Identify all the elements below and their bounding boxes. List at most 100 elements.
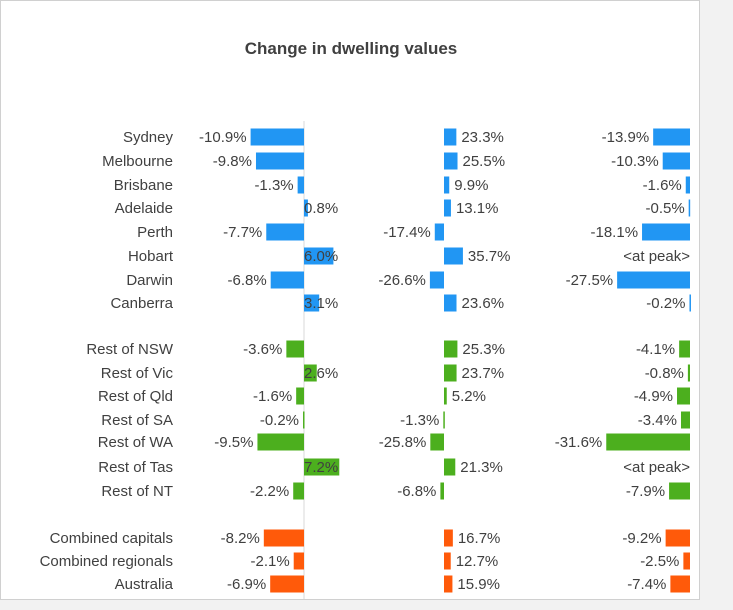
data-label: 2.6% (304, 365, 338, 382)
data-label: 5.2% (452, 388, 486, 405)
data-label: -2.1% (251, 553, 290, 570)
category-label: Canberra (110, 295, 173, 312)
category-label: Rest of NT (101, 483, 173, 500)
bar (293, 482, 304, 500)
category-label: Adelaide (115, 200, 173, 217)
data-label: -10.3% (611, 153, 659, 170)
category-label: Brisbane (114, 177, 173, 194)
bar (677, 387, 690, 405)
data-label: -1.6% (643, 177, 682, 194)
data-label: 25.3% (462, 341, 505, 358)
data-label: -10.9% (199, 129, 247, 146)
bar (665, 529, 690, 547)
data-label: -0.8% (645, 365, 684, 382)
bar (444, 340, 458, 358)
bar (304, 294, 320, 312)
bar (444, 529, 453, 547)
bar (679, 340, 690, 358)
bar (444, 294, 457, 312)
data-label: -2.2% (250, 483, 289, 500)
data-label: -9.2% (622, 530, 661, 547)
data-label: -3.4% (638, 412, 677, 429)
bar (688, 199, 691, 217)
bar (304, 199, 308, 217)
category-label: Perth (137, 224, 173, 241)
data-label: <at peak> (623, 459, 690, 476)
bar (434, 223, 444, 241)
category-label: Darwin (126, 272, 173, 289)
data-label: 13.1% (456, 200, 499, 217)
bar (653, 128, 690, 146)
category-label: Rest of Tas (98, 459, 173, 476)
bar (270, 271, 304, 289)
bar (617, 271, 690, 289)
data-label: -1.3% (400, 412, 439, 429)
bar (669, 482, 690, 500)
category-label: Rest of Vic (101, 365, 174, 382)
data-label: -13.9% (602, 129, 650, 146)
data-label: -6.8% (397, 483, 436, 500)
data-label: -1.6% (253, 388, 292, 405)
bar (444, 176, 450, 194)
data-label: 21.3% (460, 459, 503, 476)
bar (642, 223, 690, 241)
chart-svg: Sydney -10.9% 23.3% -13.9% Melbourne -9.8% 25.… (40, 121, 691, 599)
category-label: Hobart (128, 248, 174, 265)
category-label: Melbourne (102, 153, 173, 170)
data-label: 15.9% (457, 576, 500, 593)
data-label: -8.2% (221, 530, 260, 547)
data-label: 35.7% (468, 248, 511, 265)
data-label: -9.5% (214, 434, 253, 451)
data-label: -0.5% (645, 200, 684, 217)
data-label: -26.6% (378, 272, 426, 289)
data-label: -18.1% (591, 224, 639, 241)
bar (266, 223, 304, 241)
category-label: Rest of WA (98, 434, 173, 451)
data-label: -7.9% (626, 483, 665, 500)
data-label: -4.9% (634, 388, 673, 405)
category-label: Australia (115, 576, 174, 593)
category-label: Rest of NSW (86, 341, 174, 358)
data-label: 3.1% (304, 295, 338, 312)
bar (250, 128, 304, 146)
data-label: -6.8% (227, 272, 266, 289)
bar (263, 529, 304, 547)
data-label: -3.6% (243, 341, 282, 358)
data-label: 16.7% (458, 530, 501, 547)
data-label: 9.9% (454, 177, 488, 194)
bar (270, 575, 304, 593)
data-label: -0.2% (646, 295, 685, 312)
data-label: 6.0% (304, 248, 338, 265)
bar (303, 411, 305, 429)
category-label: Sydney (123, 129, 174, 146)
data-label: -1.3% (254, 177, 293, 194)
bar (440, 482, 444, 500)
bar (444, 458, 456, 476)
bar (429, 271, 444, 289)
bar (257, 433, 304, 451)
bar (443, 411, 445, 429)
data-label: -17.4% (383, 224, 431, 241)
bar (687, 364, 690, 382)
bar (685, 176, 690, 194)
bar (662, 152, 690, 170)
bar (304, 458, 340, 476)
bar (606, 433, 690, 451)
data-label: 23.3% (461, 129, 504, 146)
data-label: -7.7% (223, 224, 262, 241)
data-label: 23.6% (462, 295, 505, 312)
category-label: Combined regionals (40, 553, 173, 570)
data-label: -9.8% (213, 153, 252, 170)
data-label: -27.5% (566, 272, 614, 289)
category-label: Combined capitals (50, 530, 173, 547)
bar (689, 294, 691, 312)
data-label: 12.7% (456, 553, 499, 570)
category-label: Rest of SA (101, 412, 173, 429)
data-label: 25.5% (463, 153, 506, 170)
data-label: -0.2% (260, 412, 299, 429)
bar (296, 387, 304, 405)
bar (444, 247, 463, 265)
data-label: -7.4% (627, 576, 666, 593)
data-label: 7.2% (304, 459, 338, 476)
bar (444, 552, 451, 570)
